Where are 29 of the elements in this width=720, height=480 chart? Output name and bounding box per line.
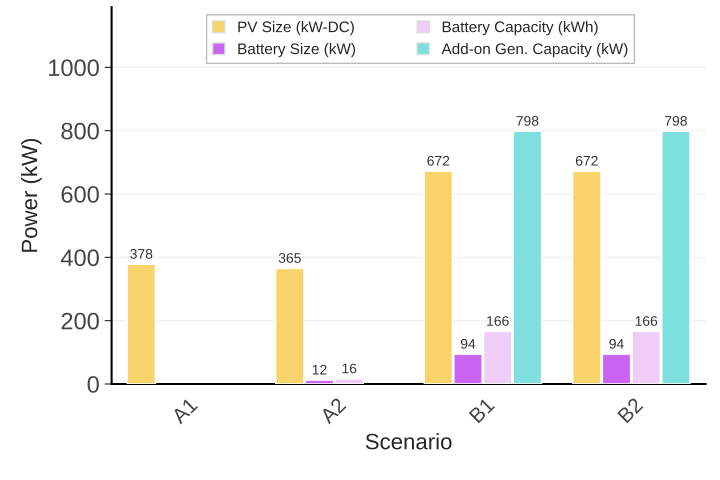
data-label: 12: [312, 364, 327, 375]
y-tick-label: 0: [88, 376, 99, 393]
legend-label: Battery Size (kW): [238, 42, 356, 58]
data-label: 94: [460, 338, 476, 349]
data-label: 94: [609, 338, 624, 349]
y-tick-label: 400: [60, 249, 99, 266]
x-tick-label: B2: [617, 396, 644, 424]
data-label: 166: [636, 316, 658, 326]
data-label: 378: [130, 248, 152, 259]
x-tick-label: B1: [468, 397, 495, 424]
x-tick-label: A2: [318, 396, 346, 424]
x-tick-label: A1: [170, 397, 198, 424]
data-label: 672: [576, 156, 598, 166]
legend-label: Add-on Gen. Capacity (kW): [442, 42, 628, 58]
legend-label: PV Size (kW-DC): [238, 21, 354, 36]
y-tick-label: 200: [62, 312, 99, 330]
y-tick-label: 600: [62, 186, 99, 203]
y-tick-label: 800: [61, 122, 99, 140]
data-label: 798: [665, 116, 687, 126]
x-axis-title: Scenario: [366, 433, 452, 450]
legend-label: Battery Capacity (kWh): [442, 21, 598, 36]
data-label: 798: [516, 116, 538, 126]
y-axis-title: Power (kW): [21, 138, 42, 252]
bar: [126, 264, 156, 384]
data-label: 16: [342, 364, 356, 374]
data-label: 166: [487, 316, 509, 326]
y-tick-label: 1000: [49, 59, 99, 76]
data-label: 365: [278, 253, 301, 263]
data-label: 672: [427, 156, 450, 166]
